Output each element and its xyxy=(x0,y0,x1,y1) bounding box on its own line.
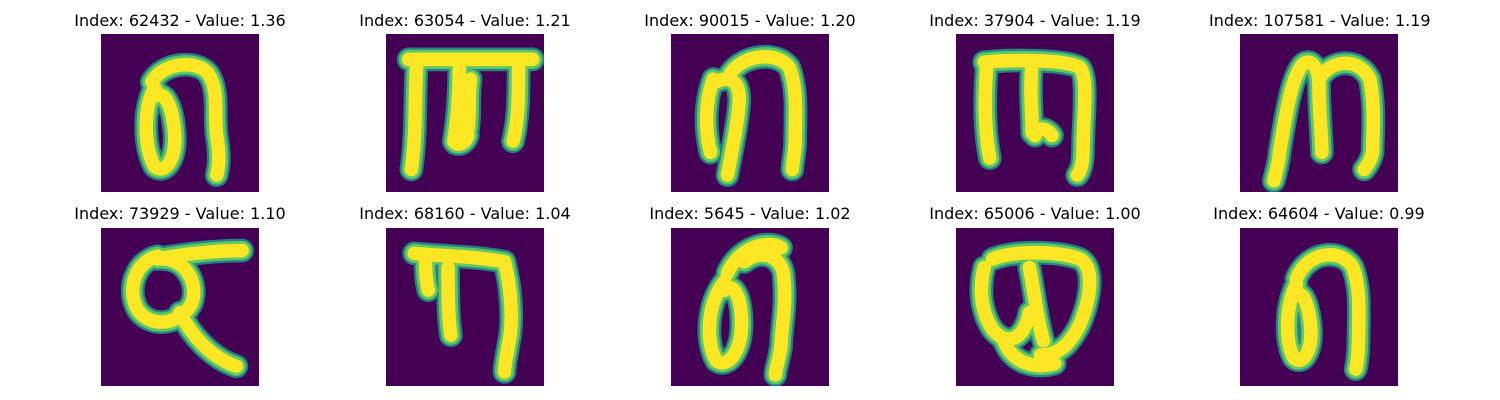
tile-title: Index: 64604 - Value: 0.99 xyxy=(1213,204,1425,223)
tile-title: Index: 5645 - Value: 1.02 xyxy=(649,204,851,223)
glyph-path xyxy=(145,57,226,182)
glyph-image xyxy=(386,228,544,386)
glyph-path xyxy=(1022,260,1051,348)
glyph-path xyxy=(404,52,424,177)
glyph-image xyxy=(101,34,259,192)
glyph-stroke xyxy=(1280,248,1366,376)
glyph-path xyxy=(461,72,478,137)
tile-title: Index: 68160 - Value: 1.04 xyxy=(359,204,571,223)
glyph-path xyxy=(1280,277,1318,367)
glyph-path xyxy=(737,248,792,382)
glyph-stroke xyxy=(974,245,1097,373)
glyph-path xyxy=(1267,145,1287,188)
glyph-path xyxy=(709,72,747,182)
glyph-path xyxy=(1272,55,1329,160)
glyph-path xyxy=(974,260,1037,346)
glyph-path xyxy=(720,237,788,280)
glyph-stroke xyxy=(401,52,540,177)
glyph-path xyxy=(997,334,1062,373)
glyph-stroke xyxy=(125,243,249,374)
glyph-path xyxy=(506,55,526,148)
glyph-stroke xyxy=(1267,55,1381,188)
tile-title: Index: 62432 - Value: 1.36 xyxy=(74,11,286,30)
glyph-path xyxy=(1024,55,1039,140)
glyph-image xyxy=(956,228,1114,386)
glyph-stroke xyxy=(702,237,792,382)
glyph-image xyxy=(386,34,544,192)
glyph-path xyxy=(985,245,1097,362)
tile-title: Index: 63054 - Value: 1.21 xyxy=(359,11,571,30)
glyph-stroke xyxy=(139,57,226,182)
glyph-path xyxy=(125,249,201,329)
tile-title: Index: 73929 - Value: 1.10 xyxy=(74,204,286,223)
glyph-path xyxy=(139,80,182,176)
glyph-image xyxy=(101,228,259,386)
tile-title: Index: 65006 - Value: 1.00 xyxy=(929,204,1141,223)
glyph-path xyxy=(1289,248,1366,376)
glyph-path xyxy=(418,249,436,297)
glyph-path xyxy=(699,72,721,160)
glyph-path xyxy=(978,55,997,165)
glyph-stroke xyxy=(977,53,1092,182)
glyph-image xyxy=(671,34,829,192)
glyph-path xyxy=(150,243,249,266)
tile-title: Index: 107581 - Value: 1.19 xyxy=(1209,11,1431,30)
glyph-path xyxy=(446,55,475,151)
glyph-image xyxy=(1240,34,1398,192)
glyph-stroke xyxy=(699,49,803,182)
glyph-image xyxy=(671,228,829,386)
glyph-path xyxy=(441,260,458,342)
glyph-path xyxy=(173,305,244,374)
glyph-path xyxy=(1312,56,1381,177)
tile-title: Index: 37904 - Value: 1.19 xyxy=(929,11,1141,30)
glyph-path xyxy=(723,49,803,177)
glyph-image xyxy=(956,34,1114,192)
glyph-path xyxy=(702,274,749,370)
glyph-image xyxy=(1240,228,1398,386)
glyph-path xyxy=(497,255,518,379)
glyph-path xyxy=(1028,122,1059,143)
glyph-stroke xyxy=(407,246,518,379)
tile-title: Index: 90015 - Value: 1.20 xyxy=(644,11,856,30)
